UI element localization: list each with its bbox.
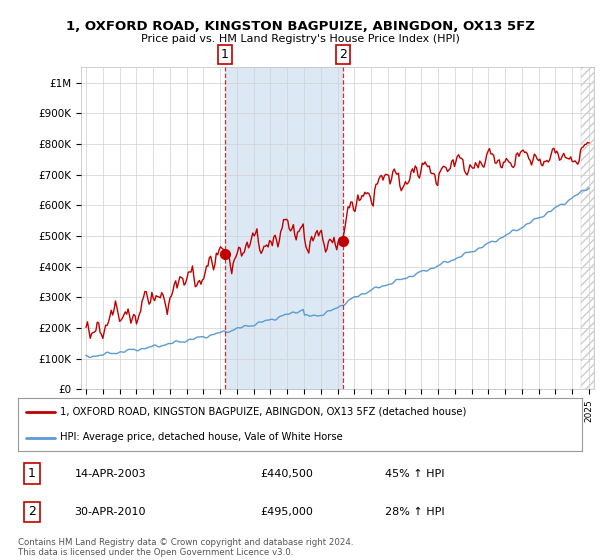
Text: £495,000: £495,000 — [260, 507, 313, 517]
Text: 14-APR-2003: 14-APR-2003 — [74, 469, 146, 479]
Text: 1: 1 — [28, 467, 36, 480]
Text: 30-APR-2010: 30-APR-2010 — [74, 507, 146, 517]
Text: 2: 2 — [28, 505, 36, 518]
Text: 1, OXFORD ROAD, KINGSTON BAGPUIZE, ABINGDON, OX13 5FZ: 1, OXFORD ROAD, KINGSTON BAGPUIZE, ABING… — [65, 20, 535, 32]
Text: Price paid vs. HM Land Registry's House Price Index (HPI): Price paid vs. HM Land Registry's House … — [140, 34, 460, 44]
Text: 1, OXFORD ROAD, KINGSTON BAGPUIZE, ABINGDON, OX13 5FZ (detached house): 1, OXFORD ROAD, KINGSTON BAGPUIZE, ABING… — [60, 407, 467, 417]
Text: Contains HM Land Registry data © Crown copyright and database right 2024.
This d: Contains HM Land Registry data © Crown c… — [18, 538, 353, 557]
Text: 28% ↑ HPI: 28% ↑ HPI — [385, 507, 444, 517]
Text: HPI: Average price, detached house, Vale of White Horse: HPI: Average price, detached house, Vale… — [60, 432, 343, 442]
Text: 45% ↑ HPI: 45% ↑ HPI — [385, 469, 444, 479]
Text: 2: 2 — [339, 48, 347, 61]
Text: £440,500: £440,500 — [260, 469, 313, 479]
Text: 1: 1 — [221, 48, 229, 61]
